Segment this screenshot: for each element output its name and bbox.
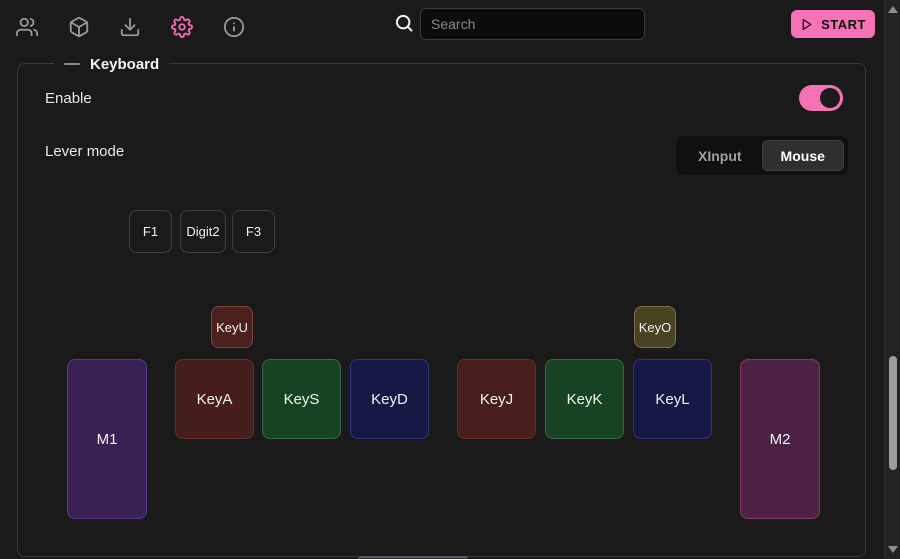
info-icon[interactable] <box>223 16 245 38</box>
key-button-digit2[interactable]: Digit2 <box>180 210 226 253</box>
key-button-m1[interactable]: M1 <box>67 359 147 519</box>
lever-mode-label: Lever mode <box>45 143 125 160</box>
search-icon <box>394 13 414 33</box>
key-button-m2[interactable]: M2 <box>740 359 820 519</box>
cube-icon[interactable] <box>68 16 90 38</box>
scroll-down-arrow-icon[interactable] <box>888 546 898 553</box>
play-icon <box>802 18 812 30</box>
lever-option-xinput[interactable]: XInput <box>680 140 760 171</box>
key-button-keyk[interactable]: KeyK <box>545 359 624 439</box>
key-button-keyd[interactable]: KeyD <box>350 359 429 439</box>
scroll-up-arrow-icon[interactable] <box>888 6 898 13</box>
key-button-keyl[interactable]: KeyL <box>633 359 712 439</box>
keyboard-panel: Keyboard Enable Lever mode XInput Mouse … <box>17 54 866 557</box>
panel-legend: Keyboard <box>54 54 170 74</box>
enable-label: Enable <box>45 90 92 107</box>
scrollbar-thumb[interactable] <box>889 356 897 470</box>
users-icon[interactable] <box>16 16 38 38</box>
enable-toggle[interactable] <box>799 85 843 111</box>
key-button-keya[interactable]: KeyA <box>175 359 254 439</box>
toggle-knob <box>820 88 840 108</box>
top-toolbar: START <box>0 0 884 48</box>
key-button-f3[interactable]: F3 <box>232 210 275 253</box>
search-input[interactable] <box>420 8 645 40</box>
gear-icon[interactable] <box>171 16 193 38</box>
start-button-label: START <box>821 16 866 32</box>
download-icon[interactable] <box>119 16 141 38</box>
lever-option-mouse[interactable]: Mouse <box>761 140 844 171</box>
key-button-keys[interactable]: KeyS <box>262 359 341 439</box>
start-button[interactable]: START <box>791 10 875 38</box>
key-button-keyo[interactable]: KeyO <box>634 306 676 348</box>
legend-dash <box>64 63 80 65</box>
lever-mode-segmented: XInput Mouse <box>676 136 848 175</box>
partial-bottom-element <box>358 556 468 559</box>
key-button-keyu[interactable]: KeyU <box>211 306 253 348</box>
vertical-scrollbar[interactable] <box>884 0 900 559</box>
key-button-f1[interactable]: F1 <box>129 210 172 253</box>
panel-title: Keyboard <box>90 55 160 73</box>
key-button-keyj[interactable]: KeyJ <box>457 359 536 439</box>
